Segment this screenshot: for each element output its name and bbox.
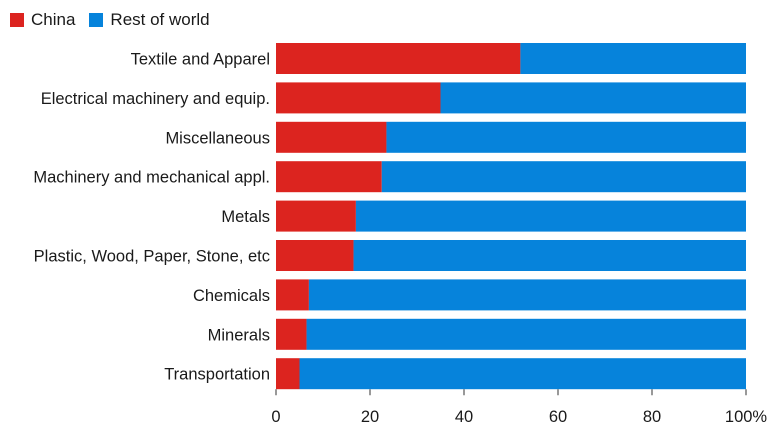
bar-china-machinery-and-mechanical-appl	[276, 161, 382, 193]
bar-china-chemicals	[276, 279, 309, 311]
category-label-metals: Metals	[221, 208, 270, 226]
x-tick-label-0: 0	[271, 408, 280, 426]
bar-china-minerals	[276, 318, 307, 350]
bar-rest-of-world-minerals	[306, 318, 746, 350]
category-label-transportation: Transportation	[164, 366, 270, 384]
legend-swatch-rest-of-world	[89, 13, 104, 27]
bar-china-electrical-machinery-and-equip	[276, 82, 441, 114]
x-tick-label-100: 100%	[725, 408, 768, 426]
legend-item-rest-of-world: Rest of world	[89, 10, 210, 30]
category-label-plastic-wood-paper-stone-etc: Plastic, Wood, Paper, Stone, etc	[34, 248, 270, 266]
legend: China Rest of world	[10, 10, 224, 30]
bar-rest-of-world-electrical-machinery-and-equip	[440, 82, 746, 114]
bar-rest-of-world-metals	[355, 200, 746, 232]
bar-rest-of-world-machinery-and-mechanical-appl	[381, 161, 746, 193]
category-label-miscellaneous: Miscellaneous	[165, 129, 270, 147]
category-label-electrical-machinery-and-equip: Electrical machinery and equip.	[41, 90, 270, 108]
legend-item-china: China	[10, 10, 75, 30]
bar-china-textile-and-apparel	[276, 43, 521, 74]
category-label-minerals: Minerals	[208, 326, 270, 344]
bar-china-metals	[276, 200, 356, 232]
legend-label-china: China	[31, 10, 76, 29]
bar-china-transportation	[276, 358, 300, 390]
x-tick-label-40: 40	[455, 408, 473, 426]
category-label-machinery-and-mechanical-appl: Machinery and mechanical appl.	[33, 169, 270, 187]
x-tick-label-20: 20	[361, 408, 379, 426]
legend-swatch-china	[10, 13, 24, 27]
bar-rest-of-world-chemicals	[308, 279, 746, 311]
bar-rest-of-world-plastic-wood-paper-stone-etc	[353, 240, 746, 271]
x-tick-label-80: 80	[643, 408, 661, 426]
bar-rest-of-world-miscellaneous	[386, 121, 746, 153]
category-label-textile-and-apparel: Textile and Apparel	[131, 51, 270, 69]
bar-china-plastic-wood-paper-stone-etc	[276, 240, 354, 271]
category-label-chemicals: Chemicals	[193, 287, 270, 305]
x-tick-label-60: 60	[549, 408, 567, 426]
bar-china-miscellaneous	[276, 121, 387, 153]
bar-rest-of-world-transportation	[299, 358, 746, 390]
legend-label-rest-of-world: Rest of world	[110, 10, 210, 29]
bar-rest-of-world-textile-and-apparel	[520, 43, 746, 74]
